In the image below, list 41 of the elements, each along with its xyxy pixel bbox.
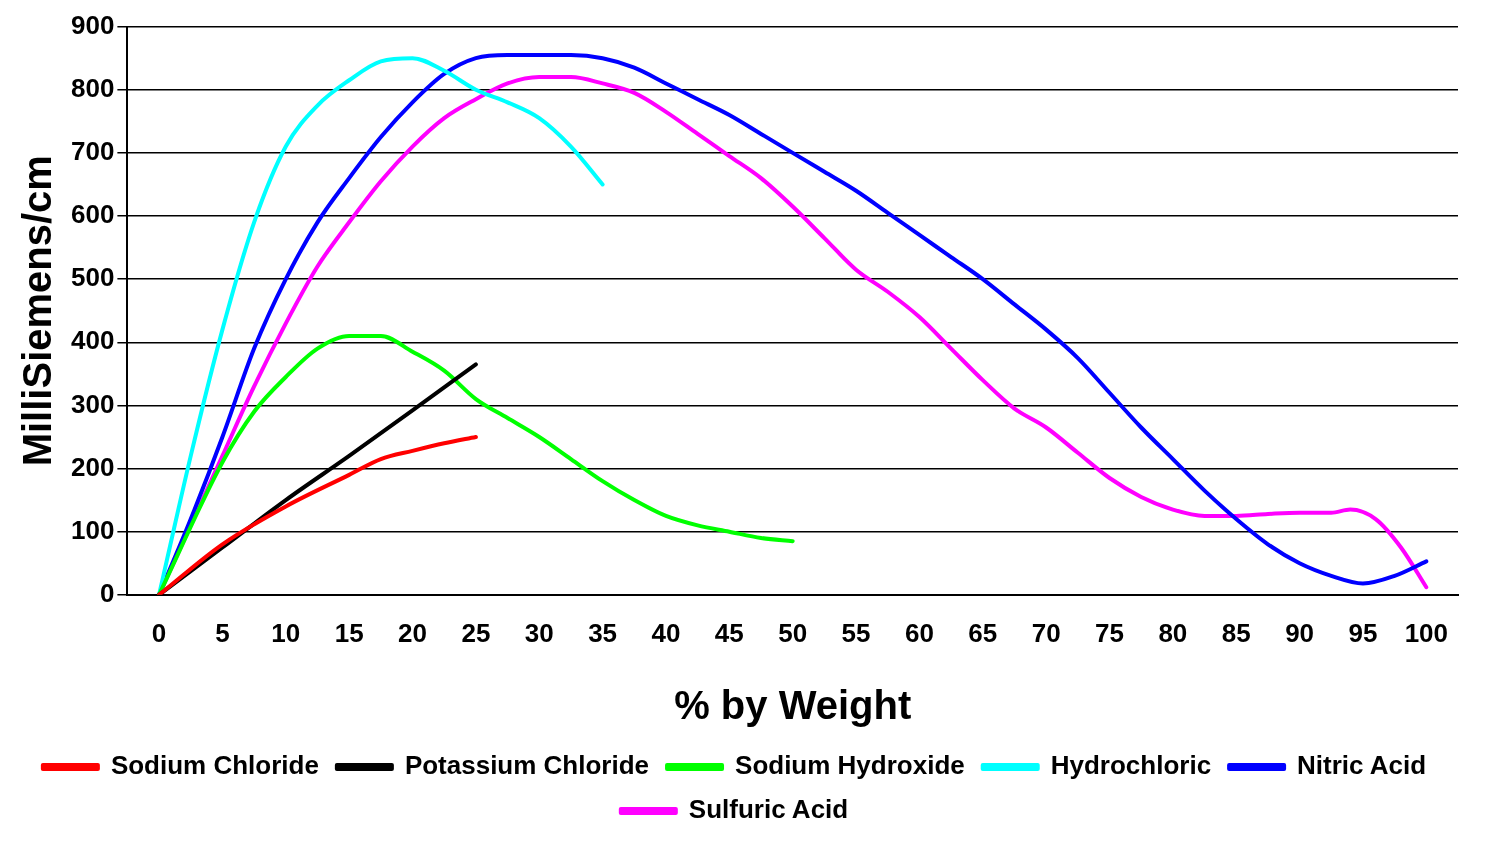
x-tick-label: 20 — [398, 617, 427, 648]
x-tick-label: 25 — [461, 617, 491, 648]
x-tick-label: 30 — [524, 617, 554, 648]
x-tick-label: 90 — [1285, 617, 1315, 648]
x-tick-label: 55 — [841, 617, 871, 648]
legend-label: Sodium Hydroxide — [735, 750, 965, 781]
y-tick-label: 300 — [70, 388, 115, 419]
x-tick-label: 35 — [588, 617, 618, 648]
x-tick-label: 65 — [968, 617, 998, 648]
line-series — [157, 434, 478, 595]
y-tick-label: 800 — [70, 72, 115, 103]
y-tick-label: 100 — [70, 514, 115, 545]
line-series — [157, 333, 795, 595]
x-tick-label: 70 — [1031, 617, 1061, 648]
legend-label: Nitric Acid — [1297, 750, 1427, 781]
x-tick-label: 100 — [1404, 617, 1449, 648]
x-axis-title: % by Weight — [674, 683, 912, 728]
y-tick-label: 700 — [70, 136, 115, 167]
x-tick-label: 60 — [904, 617, 934, 648]
y-tick-label: 0 — [99, 577, 115, 608]
x-tick-label: 95 — [1348, 617, 1378, 648]
legend-label: Sulfuric Acid — [688, 794, 849, 825]
y-tick-label: 200 — [70, 451, 115, 482]
x-tick-label: 85 — [1221, 617, 1251, 648]
x-tick-label: 0 — [151, 617, 167, 648]
x-tick-label: 75 — [1095, 617, 1124, 648]
y-tick-label: 500 — [70, 262, 115, 293]
legend-label: Sodium Chloride — [110, 750, 319, 781]
y-tick-label: 900 — [70, 9, 115, 40]
y-axis-title: MilliSiemens/cm — [15, 155, 60, 467]
y-tick-label: 600 — [70, 199, 115, 230]
x-tick-label: 45 — [714, 617, 744, 648]
legend-label: Hydrochloric — [1050, 750, 1212, 781]
x-tick-label: 15 — [334, 617, 364, 648]
y-tick-label: 400 — [70, 325, 115, 356]
x-tick-label: 40 — [651, 617, 681, 648]
x-tick-label: 80 — [1158, 617, 1188, 648]
x-tick-label: 50 — [778, 617, 808, 648]
x-tick-label: 10 — [271, 617, 301, 648]
x-tick-label: 5 — [215, 617, 230, 648]
legend-label: Potassium Chloride — [404, 750, 650, 781]
